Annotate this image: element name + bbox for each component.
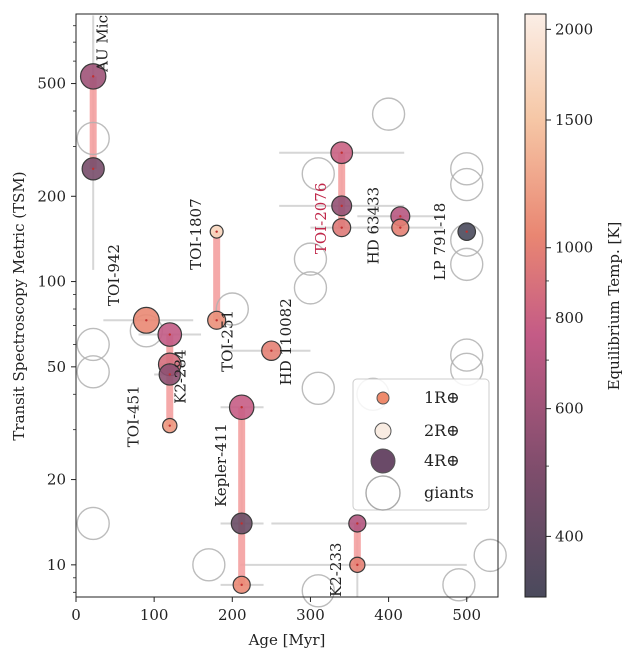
planet-center-dot bbox=[399, 215, 402, 218]
y-tick-label: 20 bbox=[47, 471, 66, 489]
planet-label: Kepler-411 bbox=[212, 423, 230, 507]
legend-box bbox=[352, 378, 490, 511]
planet-center-dot bbox=[91, 75, 95, 78]
legend-marker-giants bbox=[365, 475, 401, 511]
giant-planet-point bbox=[450, 167, 484, 202]
planet-label: AU Mic bbox=[93, 15, 111, 73]
x-tick-label: 200 bbox=[218, 606, 247, 624]
giant-planet-point bbox=[473, 538, 507, 573]
colorbar-tick-label: 400 bbox=[555, 527, 584, 545]
giant-planet-point bbox=[76, 506, 110, 541]
young-planets bbox=[79, 63, 477, 594]
planet-annotations: AU Mic TOI-942 TOI-451 K2-284 TOI-1807 TOI-25… bbox=[93, 15, 449, 597]
planet-center-dot bbox=[340, 151, 343, 154]
giant-planet-point bbox=[450, 152, 484, 186]
x-ticks: 0 100 200 300 400 500 bbox=[71, 597, 481, 624]
giant-planet-point bbox=[450, 338, 484, 372]
y-tick-label: 10 bbox=[47, 556, 66, 574]
x-axis-label: Age [Myr] bbox=[248, 631, 326, 649]
x-tick-label: 300 bbox=[296, 606, 325, 624]
x-tick-label: 500 bbox=[452, 606, 481, 624]
legend-marker-1re bbox=[376, 391, 390, 405]
legend: 1R⊕ 2R⊕ 4R⊕ giants bbox=[352, 378, 490, 511]
planet-label: HD 63433 bbox=[364, 187, 382, 265]
colorbar-tick-label: 600 bbox=[555, 400, 584, 418]
legend-label-1re: 1R⊕ bbox=[424, 388, 460, 407]
colorbar-label: Equilibrium Temp. [K] bbox=[605, 222, 623, 391]
giant-planet-point bbox=[293, 271, 328, 305]
planet-label: K2-284 bbox=[171, 349, 189, 403]
planet-center-dot bbox=[340, 204, 343, 208]
y-axis-label: Transit Spectroscopy Metric (TSM) bbox=[10, 171, 28, 440]
planet-center-dot bbox=[145, 319, 148, 322]
planet-label: K2-233 bbox=[327, 543, 345, 597]
giant-planet-point bbox=[301, 157, 335, 191]
giant-planet-point bbox=[371, 97, 406, 131]
legend-label-4re: 4R⊕ bbox=[424, 451, 460, 470]
x-tick-label: 100 bbox=[140, 606, 169, 624]
planet-center-dot bbox=[465, 230, 468, 233]
planet-center-dot bbox=[340, 226, 343, 229]
giant-planets bbox=[76, 97, 507, 608]
planet-center-dot bbox=[168, 424, 171, 427]
y-tick-label: 50 bbox=[47, 358, 66, 376]
planet-center-dot bbox=[215, 319, 218, 322]
planet-label: HD 110082 bbox=[277, 298, 295, 385]
planet-center-dot bbox=[399, 226, 402, 229]
colorbar-tick-label: 800 bbox=[555, 309, 584, 327]
colorbar-ticks: 400 600 800 1000 1500 2000 bbox=[546, 20, 593, 545]
y-tick-label: 500 bbox=[37, 75, 66, 93]
y-tick-label: 200 bbox=[37, 187, 66, 205]
planet-label: TOI-942 bbox=[105, 244, 123, 306]
planet-label: LP 791-18 bbox=[431, 203, 449, 281]
y-ticks: 10 20 50 100 200 500 bbox=[37, 25, 76, 593]
colorbar bbox=[524, 13, 547, 598]
colorbar-tick-label: 1500 bbox=[555, 111, 593, 129]
planet-label: TOI-451 bbox=[125, 385, 143, 447]
planet-center-dot bbox=[168, 333, 171, 336]
giant-planet-point bbox=[301, 574, 335, 608]
planet-center-dot bbox=[240, 522, 243, 525]
planet-label: TOI-251 bbox=[218, 310, 236, 372]
planet-center-dot bbox=[168, 373, 171, 376]
x-tick-label: 0 bbox=[71, 606, 81, 624]
giant-planet-point bbox=[293, 242, 328, 276]
giant-planet-point bbox=[301, 371, 335, 405]
giant-planet-point bbox=[76, 327, 110, 362]
giant-planet-point bbox=[442, 568, 476, 602]
planet-center-dot bbox=[356, 563, 359, 567]
legend-label-giants: giants bbox=[424, 483, 474, 502]
colorbar-tick-label: 1000 bbox=[555, 239, 593, 257]
giant-planet-point bbox=[192, 548, 226, 582]
legend-marker-4re bbox=[370, 448, 396, 474]
planet-center-dot bbox=[240, 406, 243, 409]
giant-planet-point bbox=[450, 247, 484, 282]
giant-planet-point bbox=[76, 355, 110, 389]
planet-label: TOI-2076 bbox=[312, 183, 330, 254]
planet-center-dot bbox=[356, 522, 359, 525]
y-tick-label: 100 bbox=[37, 273, 66, 291]
planet-center-dot bbox=[240, 583, 243, 587]
planet-center-dot bbox=[270, 349, 273, 352]
colorbar-tick-label: 2000 bbox=[555, 20, 593, 38]
planet-center-dot bbox=[91, 167, 95, 171]
plot-frame bbox=[75, 13, 499, 598]
planet-label: TOI-1807 bbox=[187, 198, 205, 269]
giant-planet-point bbox=[215, 292, 249, 326]
x-tick-label: 400 bbox=[374, 606, 403, 624]
legend-label-2re: 2R⊕ bbox=[424, 421, 460, 440]
legend-marker-2re bbox=[374, 422, 392, 440]
planet-center-dot bbox=[215, 230, 218, 233]
giant-planet-point bbox=[76, 121, 110, 156]
